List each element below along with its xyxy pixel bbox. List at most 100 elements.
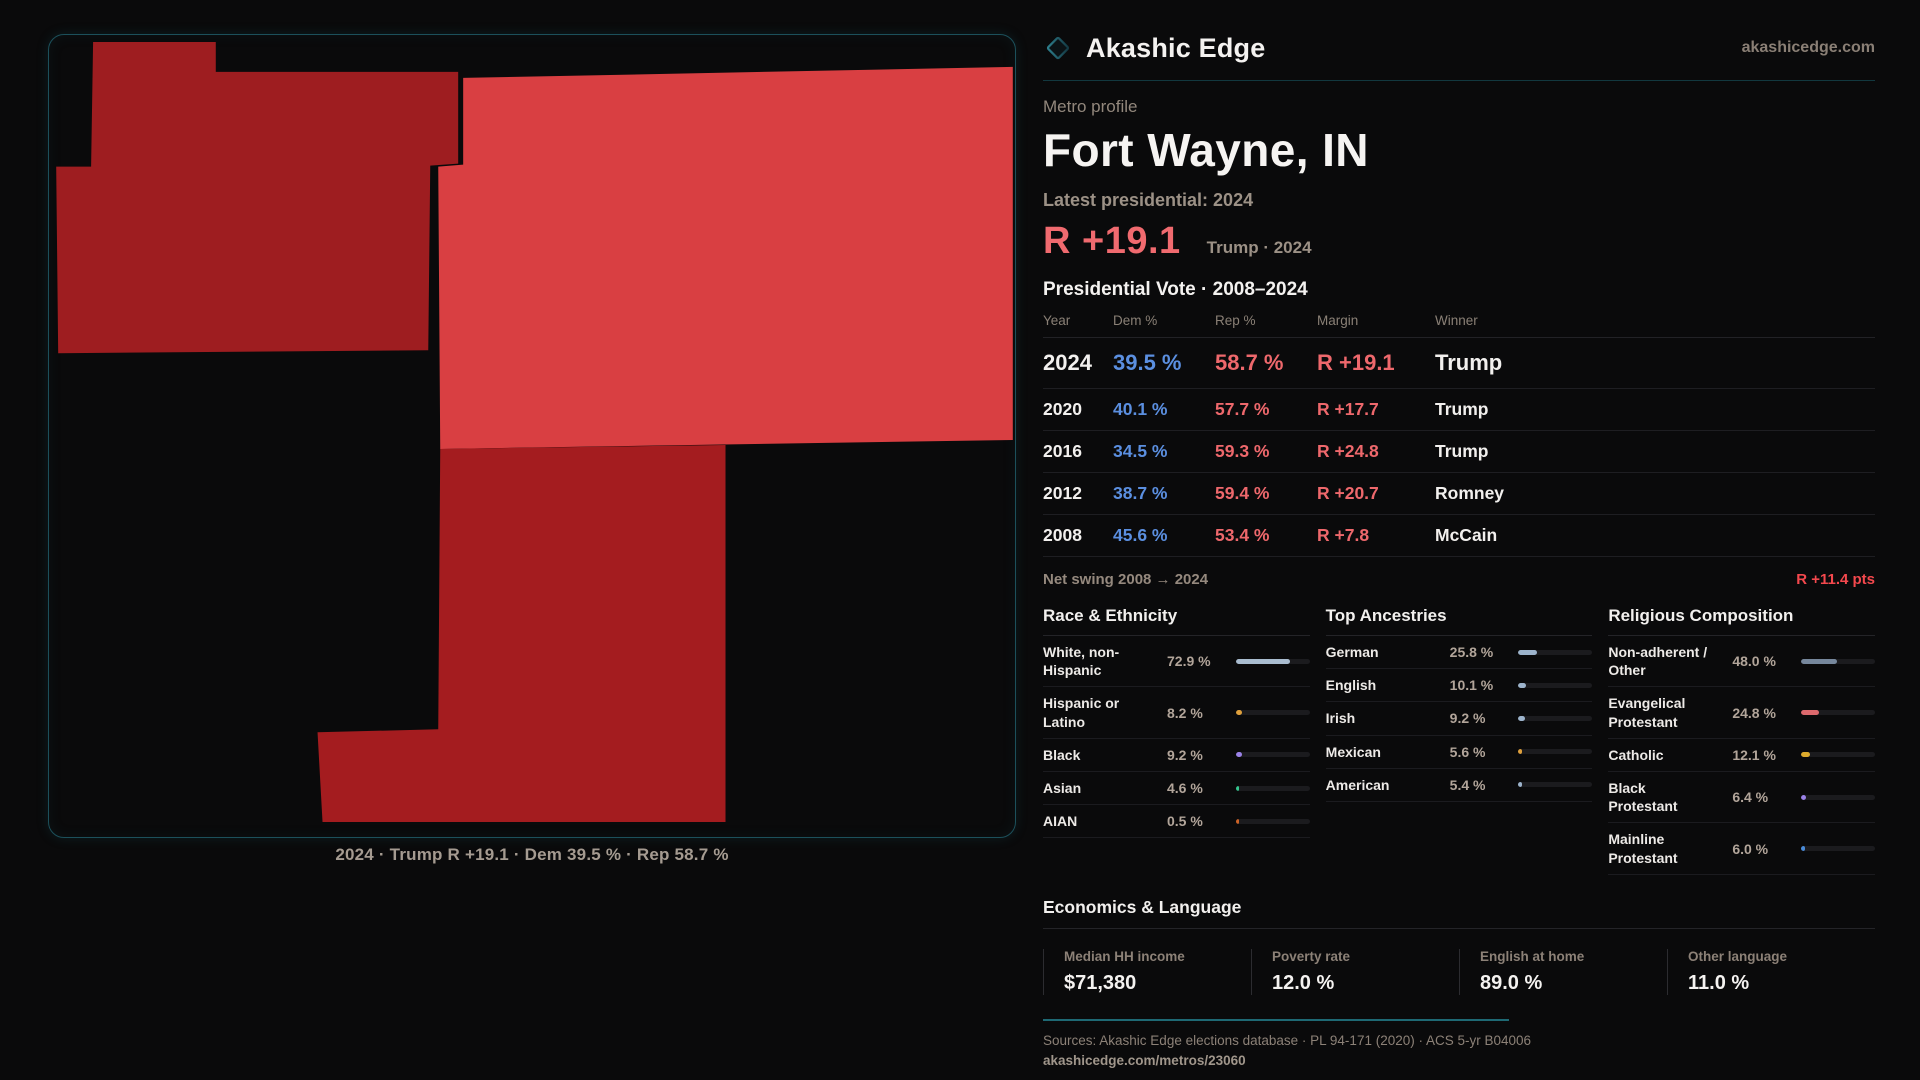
economics-cards: Median HH income $71,380 Poverty rate 12… [1043,948,1875,995]
econ-card-label: Median HH income [1064,948,1185,964]
latest-presidential-label: Latest presidential: 2024 [1043,190,1254,210]
econ-card-label: Poverty rate [1272,948,1351,964]
metro-map-svg [56,41,1013,823]
metro-kicker: Metro profile [1043,97,1138,116]
demo-bar-fill [1235,785,1240,791]
permalink[interactable]: akashicedge.com/metros/23060 [1043,1052,1246,1068]
list-item: Catholic 12.1 % [1608,739,1875,772]
county-shape-south [317,444,726,823]
headline-margin-row: R +19.1 Trump · 2024 [1043,220,1875,263]
list-item: Hispanic or Latino 8.2 % [1043,687,1310,739]
net-swing-row: Net swing 2008 → 2024 R +11.4 pts [1043,571,1875,588]
demo-bar-fill [1235,658,1290,664]
demo-label: Black Protestant [1608,779,1678,815]
demo-bar-track [1518,749,1593,755]
county-shape-northwest [56,41,459,354]
demo-bar-fill [1518,749,1523,755]
demo-bar-fill [1800,710,1820,716]
vote-margin: R +20.7 [1317,483,1379,503]
demographics-section: Religious Composition Non-adherent / Oth… [1608,606,1875,875]
demo-bar-track [1235,658,1310,664]
headline-margin-value: R +19.1 [1043,220,1181,262]
headline-margin-note: Trump · 2024 [1206,238,1312,257]
demo-label: English [1325,677,1377,694]
brand-domain-link[interactable]: akashicedge.com [1741,39,1875,56]
demo-bar-track [1235,818,1310,824]
econ-card-label: English at home [1480,948,1585,964]
econ-card-value: 12.0 % [1272,971,1335,994]
accent-divider [1043,1018,1509,1021]
demo-value: 9.2 % [1167,746,1203,763]
map-caption: 2024 · Trump R +19.1 · Dem 39.5 % · Rep … [335,845,729,864]
list-item: White, non-Hispanic 72.9 % [1043,636,1310,688]
vote-table-header: Year Dem % Rep % Margin Winner [1043,313,1875,338]
demo-bar-track [1235,710,1310,716]
economics-card: Other language 11.0 % [1667,948,1875,995]
demo-list: White, non-Hispanic 72.9 % Hispanic or L… [1043,636,1310,839]
list-item: Mainline Protestant 6.0 % [1608,823,1875,875]
list-item: American 5.4 % [1325,769,1593,802]
vote-winner: Trump [1435,350,1503,375]
economics-card: English at home 89.0 % [1459,948,1667,995]
table-row: 2016 34.5 % 59.3 % R +24.8 Trump [1043,431,1875,473]
econ-card-label: Other language [1688,948,1788,964]
sources-line: Sources: Akashic Edge elections database… [1043,1032,1532,1048]
demo-bar-fill [1800,794,1806,800]
demo-value: 9.2 % [1449,710,1486,727]
vote-table: Year Dem % Rep % Margin Winner 2024 39.5… [1043,313,1875,557]
vote-dem-pct: 45.6 % [1113,525,1168,545]
demo-bar-fill [1800,846,1806,851]
demo-bar-track [1800,846,1875,851]
economics-title: Economics & Language [1043,897,1875,929]
vote-rep-pct: 53.4 % [1215,525,1270,545]
econ-card-value: 89.0 % [1480,971,1543,994]
list-item: AIAN 0.5 % [1043,805,1310,839]
page-title: Fort Wayne, IN [1043,124,1369,176]
net-swing-value: R +11.4 pts [1796,571,1875,588]
vote-year: 2016 [1043,441,1082,461]
demo-value: 8.2 % [1167,704,1203,721]
vote-dem-pct: 39.5 % [1113,350,1182,375]
demo-bar-fill [1800,752,1810,758]
economics-card: Poverty rate 12.0 % [1251,948,1459,995]
brand-logo: Akashic Edge [1043,33,1265,64]
vote-year: 2012 [1043,483,1082,503]
header-divider [1043,80,1875,81]
economics-card: Median HH income $71,380 [1043,948,1251,995]
demo-bar-track [1235,785,1310,791]
demo-bar-fill [1235,818,1239,824]
vote-rep-pct: 59.3 % [1215,441,1270,461]
demo-bar-track [1518,715,1593,721]
demo-list: German 25.8 % English 10.1 % Irish 9.2 %… [1325,636,1593,802]
demo-bar-fill [1518,649,1538,655]
vote-table-body: 2024 39.5 % 58.7 % R +19.1 Trump 2020 40… [1043,338,1875,557]
vote-rep-pct: 59.4 % [1215,483,1270,503]
demo-label: Evangelical Protestant [1608,695,1686,730]
demo-section-title: Religious Composition [1608,606,1875,636]
demo-bar-fill [1235,752,1243,758]
demo-value: 72.9 % [1167,653,1211,670]
list-item: Evangelical Protestant 24.8 % [1608,687,1875,739]
vote-dem-pct: 34.5 % [1113,441,1168,461]
metro-map-panel [48,34,1016,838]
col-margin: Margin [1317,313,1359,328]
demo-bar-track [1518,682,1593,688]
brand-name: Akashic Edge [1086,32,1266,63]
demo-value: 10.1 % [1449,677,1494,694]
demographics-section: Race & Ethnicity White, non-Hispanic 72.… [1043,606,1310,875]
table-row: 2020 40.1 % 57.7 % R +17.7 Trump [1043,389,1875,431]
demo-bar-track [1800,710,1875,716]
vote-dem-pct: 38.7 % [1113,483,1168,503]
list-item: Black 9.2 % [1043,739,1310,772]
demo-value: 0.5 % [1167,813,1203,830]
vote-dem-pct: 40.1 % [1113,399,1168,419]
demo-value: 48.0 % [1732,653,1776,670]
vote-winner: McCain [1435,525,1498,545]
col-winner: Winner [1435,313,1478,328]
demo-list: Non-adherent / Other 48.0 % Evangelical … [1608,636,1875,875]
demo-bar-track [1518,649,1593,655]
demo-label: Mexican [1325,743,1381,760]
demo-bar-track [1800,658,1875,664]
vote-margin: R +19.1 [1317,350,1395,375]
demo-value: 24.8 % [1732,704,1776,721]
